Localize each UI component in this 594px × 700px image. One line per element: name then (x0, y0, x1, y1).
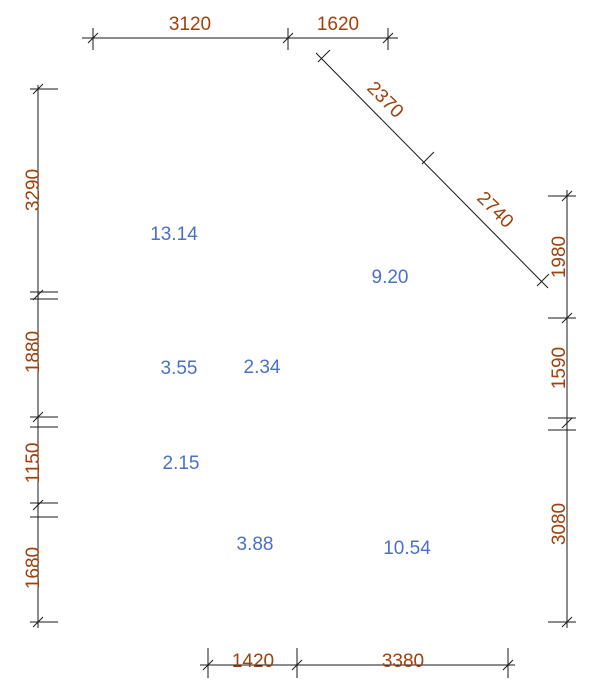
room-area-label: 3.88 (237, 534, 274, 555)
dimension-tick (421, 151, 435, 165)
dimension-label-right-1: 1980 (549, 236, 570, 278)
dimension-tick (502, 659, 514, 671)
dimension-label-left-2: 1880 (23, 331, 44, 373)
dimension-label-bottom-1: 1420 (232, 651, 274, 672)
dimension-tick (291, 659, 303, 671)
dimension-label-right-3: 3080 (549, 503, 570, 545)
dimension-label-top-2: 1620 (317, 14, 359, 35)
room-area-label: 2.15 (163, 453, 200, 474)
dimension-tick (32, 411, 44, 423)
dimension-tick (202, 659, 214, 671)
room-area-labels: 13.14 9.20 3.55 2.34 2.15 3.88 10.54 (150, 224, 431, 559)
dimension-label-left-3: 1150 (23, 443, 44, 484)
dimension-tick (282, 32, 294, 44)
room-area-label: 13.14 (150, 224, 198, 245)
dimension-tick (561, 312, 573, 324)
dimension-tick (87, 32, 99, 44)
dimension-tick (382, 32, 394, 44)
room-area-label: 10.54 (383, 538, 431, 559)
dimension-tick (32, 83, 44, 95)
bottom-dimension-chain: 1420 3380 (200, 648, 515, 678)
dimension-label-left-4: 1680 (23, 547, 44, 589)
dimension-tick (561, 417, 573, 429)
dimension-label-top-1: 3120 (169, 14, 211, 35)
dimension-label-right-2: 1590 (549, 347, 570, 389)
room-area-label: 2.34 (244, 357, 281, 378)
dimension-tick (561, 616, 573, 628)
right-dimension-chain: 1980 1590 3080 (548, 190, 576, 628)
dimension-tick (317, 49, 331, 63)
dimension-label-bottom-2: 3380 (382, 651, 424, 672)
dimension-tick (536, 273, 550, 287)
dimension-label-diagonal-1: 2370 (363, 78, 408, 123)
dimension-tick (32, 499, 44, 511)
dimension-tick (561, 190, 573, 202)
left-dimension-chain: 3290 1880 1150 1680 (23, 83, 58, 628)
dimension-tick (32, 289, 44, 301)
room-area-label: 9.20 (372, 267, 409, 288)
dimension-tick (32, 616, 44, 628)
diagonal-dimension-chain: 2370 2740 (315, 49, 550, 289)
top-dimension-chain: 3120 1620 (82, 14, 398, 50)
room-area-label: 3.55 (161, 358, 198, 379)
dimension-label-left-1: 3290 (23, 169, 44, 211)
dimension-label-diagonal-2: 2740 (473, 188, 518, 233)
diagonal-dimension-line (315, 52, 549, 289)
